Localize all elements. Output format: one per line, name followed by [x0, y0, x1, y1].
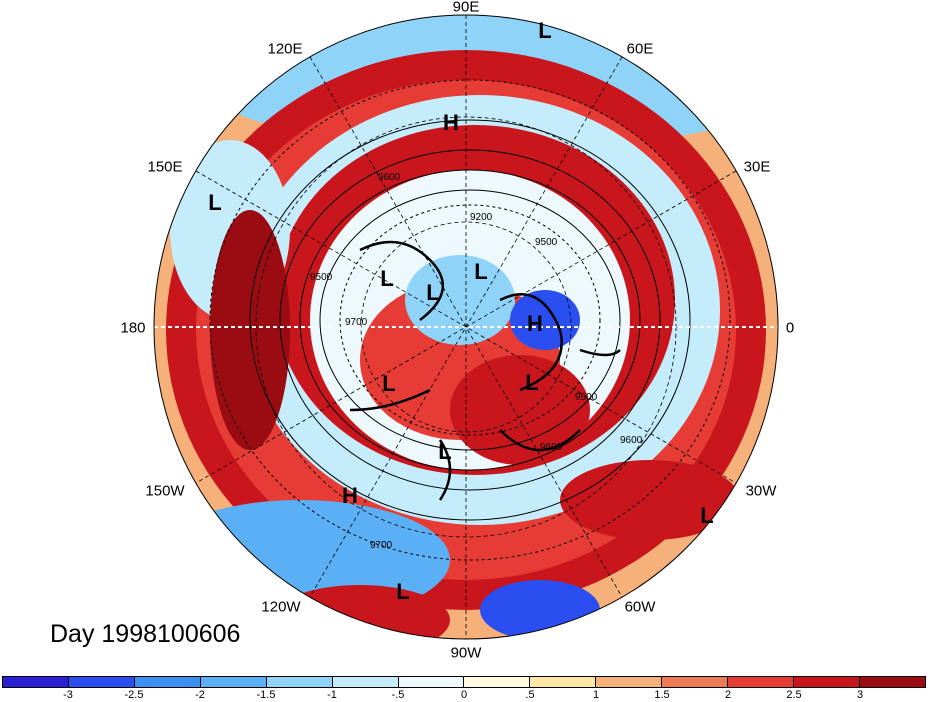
colorbar-tick-label: 1.5 [654, 689, 670, 701]
colorbar-segment [200, 677, 267, 687]
colorbar-tick-label: 0 [460, 689, 468, 701]
contour-label: 9200 [470, 212, 493, 223]
colorbar-tick-label: -.5 [391, 689, 405, 701]
lon-label-180: 180 [120, 319, 146, 337]
contour-label: 9600 [540, 442, 563, 453]
colorbar-tick-label: -2 [195, 689, 205, 701]
contour-label: 9500 [310, 272, 333, 283]
lon-label-150w: 150W [145, 482, 185, 500]
pressure-low-marker: L [426, 280, 440, 305]
pressure-high-marker: H [443, 110, 459, 135]
contour-label: 9700 [345, 317, 368, 328]
colorbar-tick-label: -1 [327, 689, 337, 701]
colorbar-tick-label: -2.5 [124, 689, 144, 701]
colorbar-segment [68, 677, 135, 687]
pressure-low-marker: L [382, 371, 396, 396]
pressure-high-marker: H [342, 483, 358, 508]
lon-label-60e: 60E [626, 40, 654, 58]
colorbar-tick-label: -1.5 [256, 689, 276, 701]
colorbar [2, 676, 926, 688]
pressure-low-marker: L [538, 18, 552, 43]
contour-label: 9500 [535, 237, 558, 248]
contour-label: 9600 [620, 435, 643, 446]
colorbar-tick-label: -3 [63, 689, 73, 701]
contour-label: 9600 [378, 172, 401, 183]
map-boundary [153, 14, 779, 640]
colorbar-segment [596, 677, 663, 687]
colorbar-segment [332, 677, 399, 687]
contour-labels: 9600 9200 9500 9500 9700 9600 9500 9600 … [310, 172, 643, 551]
contour-label: 9500 [575, 392, 598, 403]
colorbar-segment [3, 677, 69, 687]
colorbar-segment [794, 677, 860, 687]
pressure-low-marker: L [208, 190, 222, 215]
pressure-low-marker: L [525, 370, 539, 395]
contour-label: 9700 [370, 540, 393, 551]
pressure-low-marker: L [380, 266, 394, 291]
graticule [154, 15, 778, 639]
pressure-low-marker: L [438, 439, 452, 464]
colorbar-tick-label: 3 [856, 689, 864, 701]
colorbar-tick-label: 2.5 [786, 689, 802, 701]
lon-label-30e: 30E [743, 158, 771, 176]
plot-title: Day 1998100606 [50, 620, 241, 648]
pressure-low-marker: L [474, 259, 488, 284]
lon-label-60w: 60W [624, 598, 656, 616]
colorbar-segment [464, 677, 531, 687]
lon-label-120w: 120W [261, 598, 301, 616]
colorbar-segment [859, 677, 925, 687]
lon-label-0: 0 [785, 319, 795, 337]
colorbar-tick-label: .5 [525, 689, 535, 701]
colorbar-segment [266, 677, 333, 687]
lon-label-90w: 90W [450, 644, 482, 662]
pressure-low-marker: L [396, 579, 410, 604]
pressure-high-marker: H [527, 311, 543, 336]
colorbar-segment [530, 677, 597, 687]
colorbar-segment [398, 677, 465, 687]
lon-label-90e: 90E [452, 0, 480, 16]
colorbar-tick-label: 1 [592, 689, 600, 701]
colorbar-segment [134, 677, 201, 687]
pressure-low-marker: L [700, 503, 714, 528]
lon-label-150e: 150E [147, 158, 183, 176]
lon-label-120e: 120E [267, 40, 303, 58]
lon-label-30w: 30W [745, 482, 777, 500]
colorbar-segment [728, 677, 795, 687]
colorbar-segment [662, 677, 729, 687]
colorbar-tick-label: 2 [724, 689, 732, 701]
